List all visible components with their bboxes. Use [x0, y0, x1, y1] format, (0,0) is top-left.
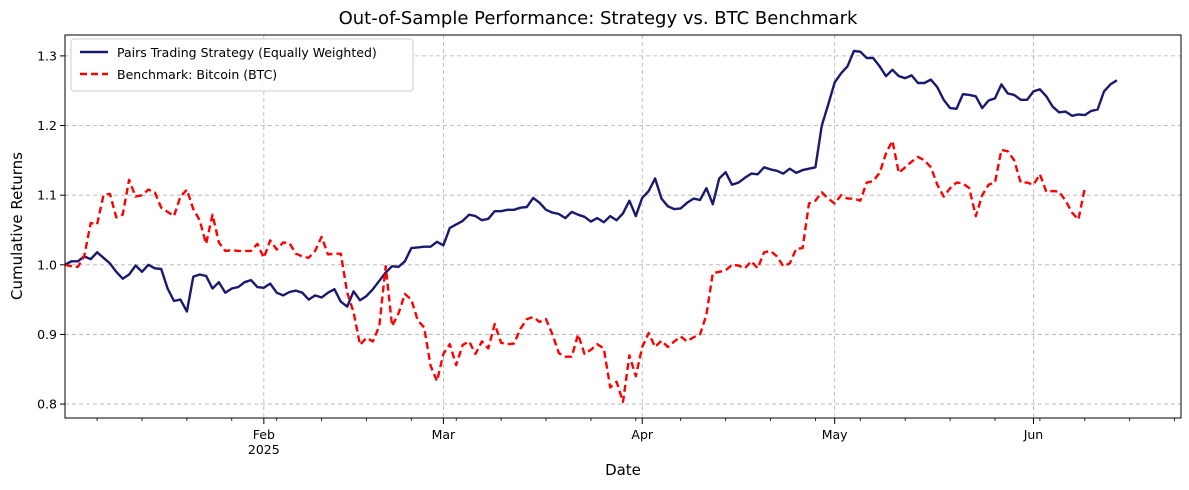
legend-label-benchmark: Benchmark: Bitcoin (BTC)	[117, 67, 277, 82]
x-tick-label: May	[822, 427, 848, 442]
x-tick-label: Mar	[432, 427, 456, 442]
y-tick-label: 1.2	[37, 118, 57, 133]
y-tick-label: 0.8	[37, 397, 57, 412]
legend-label-strategy: Pairs Trading Strategy (Equally Weighted…	[117, 45, 377, 60]
x-tick-label: Feb	[253, 427, 275, 442]
series-layer	[64, 49, 1118, 404]
x-axis-label: Date	[605, 461, 641, 479]
x-tick-label: Apr	[631, 427, 653, 442]
plot-frame	[64, 34, 1182, 419]
series-line-strategy	[64, 49, 1118, 313]
legend: Pairs Trading Strategy (Equally Weighted…	[70, 38, 414, 92]
grid	[65, 35, 1181, 418]
y-axis: 0.8 0.9 1.0 1.1 1.2 1.3	[37, 48, 65, 412]
y-tick-label: 1.1	[37, 188, 57, 203]
x-tick-sublabel: 2025	[248, 442, 280, 457]
series-line-benchmark	[64, 139, 1086, 404]
y-axis-label: Cumulative Returns	[8, 152, 26, 300]
y-tick-label: 0.9	[37, 327, 57, 342]
y-tick-label: 1.0	[37, 257, 57, 272]
legend-box	[70, 38, 414, 92]
x-tick-label: Jun	[1023, 427, 1044, 442]
chart-title: Out-of-Sample Performance: Strategy vs. …	[339, 8, 858, 29]
y-tick-label: 1.3	[37, 48, 57, 63]
